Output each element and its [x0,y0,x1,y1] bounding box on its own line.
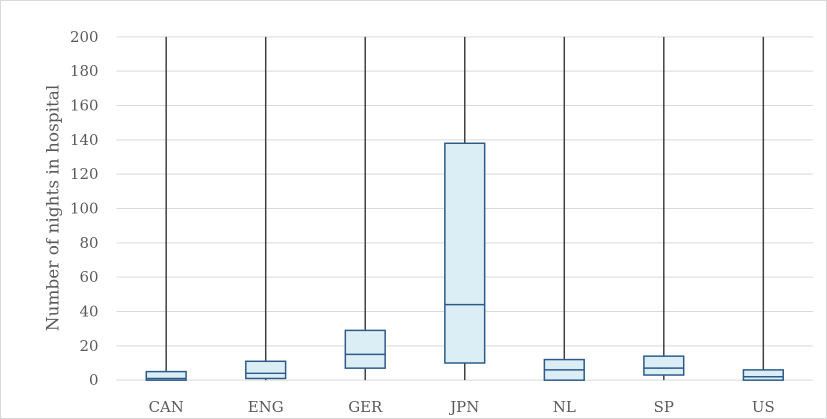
y-tick-label-140: 140 [70,131,98,149]
x-category-label-jpn: JPN [448,398,479,416]
iqr-box-us [742,369,784,381]
y-tick-label-180: 180 [70,62,98,80]
y-tick-label-200: 200 [70,28,98,46]
box-nl [543,36,585,381]
box-us [742,36,784,381]
x-category-label-ger: GER [348,398,383,416]
box-ger [344,36,386,381]
y-tick-label-160: 160 [70,96,98,114]
box-can [145,36,187,381]
x-category-label-sp: SP [654,398,674,416]
x-category-label-eng: ENG [248,398,284,416]
y-tick-label-100: 100 [70,199,98,217]
iqr-box-sp [643,355,685,376]
y-tick-label-40: 40 [80,302,99,320]
box-eng [245,36,287,381]
y-tick-label-0: 0 [89,371,98,389]
y-tick-label-80: 80 [80,234,99,252]
iqr-box-eng [245,360,287,380]
y-tick-label-120: 120 [70,165,98,183]
y-axis-title: Number of nights in hospital [43,85,63,332]
y-tick-label-60: 60 [80,268,99,286]
iqr-box-can [145,370,187,381]
box-series [145,36,784,381]
iqr-box-jpn [444,142,486,364]
iqr-box-ger [344,329,386,369]
box-jpn [444,36,486,381]
x-category-label-can: CAN [149,398,184,416]
box-sp [643,36,685,381]
y-axis-tick-labels: 0 20 40 60 80 100 120 140 160 180 200 [70,28,98,389]
x-category-label-nl: NL [553,398,576,416]
x-category-label-us: US [752,398,775,416]
y-tick-label-20: 20 [80,337,99,355]
x-axis-category-labels: CAN ENG GER JPN NL SP US [149,398,775,416]
